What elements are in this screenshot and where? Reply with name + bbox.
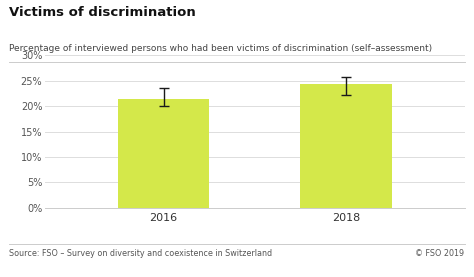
Text: Percentage of interviewed persons who had been victims of discrimination (self–a: Percentage of interviewed persons who ha… bbox=[9, 44, 433, 53]
Text: Source: FSO – Survey on diversity and coexistence in Switzerland: Source: FSO – Survey on diversity and co… bbox=[9, 249, 273, 258]
Text: © FSO 2019: © FSO 2019 bbox=[415, 249, 465, 258]
Bar bbox=[118, 99, 209, 208]
Text: Victims of discrimination: Victims of discrimination bbox=[9, 6, 196, 19]
Bar bbox=[301, 84, 392, 208]
